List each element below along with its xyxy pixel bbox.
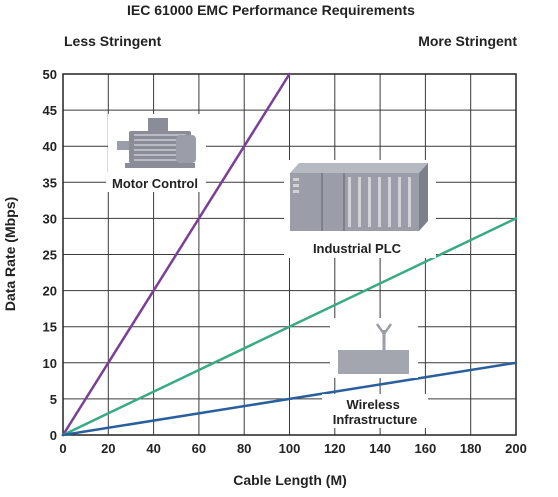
y-tick-label: 0 [50,428,57,443]
industrial-plc-label: Industrial PLC [313,241,402,256]
motor-icon [108,114,206,174]
antenna-icon [330,318,418,378]
less-stringent-label: Less Stringent [64,33,162,49]
more-stringent-label: More Stringent [418,33,517,49]
y-tick-label: 50 [43,67,57,82]
chart-title: IEC 61000 EMC Performance Requirements [127,2,415,18]
x-tick-label: 0 [59,441,66,456]
x-tick-label: 80 [237,441,251,456]
y-tick-label: 10 [43,356,57,371]
wireless-infrastructure-label: Wireless Infrastructure [333,397,418,427]
y-tick-label: 45 [43,103,57,118]
series-line-1 [61,72,291,437]
x-tick-label: 120 [324,441,346,456]
y-tick-label: 5 [50,392,57,407]
x-tick-label: 60 [192,441,206,456]
series-line-2 [61,217,518,437]
x-tick-label: 160 [415,441,437,456]
axis-ticks: 0 20 40 60 80 100 120 140 160 180 200 0 5 10 15 20 25 30 3… [43,67,527,456]
x-axis-label: Cable Length (M) [233,472,347,488]
x-tick-label: 40 [146,441,160,456]
y-tick-label: 15 [43,320,57,335]
y-tick-label: 35 [43,175,57,190]
y-tick-label: 20 [43,284,57,299]
x-tick-label: 180 [460,441,482,456]
x-tick-label: 20 [101,441,115,456]
y-axis-label: Data Rate (Mbps) [2,197,18,311]
y-tick-label: 30 [43,211,57,226]
motor-control-label: Motor Control [112,176,198,191]
x-tick-label: 200 [505,441,527,456]
x-tick-label: 100 [279,441,301,456]
series-line-3 [61,361,518,437]
y-tick-label: 25 [43,248,57,263]
y-tick-label: 40 [43,139,57,154]
series [61,72,518,437]
x-tick-label: 140 [369,441,391,456]
